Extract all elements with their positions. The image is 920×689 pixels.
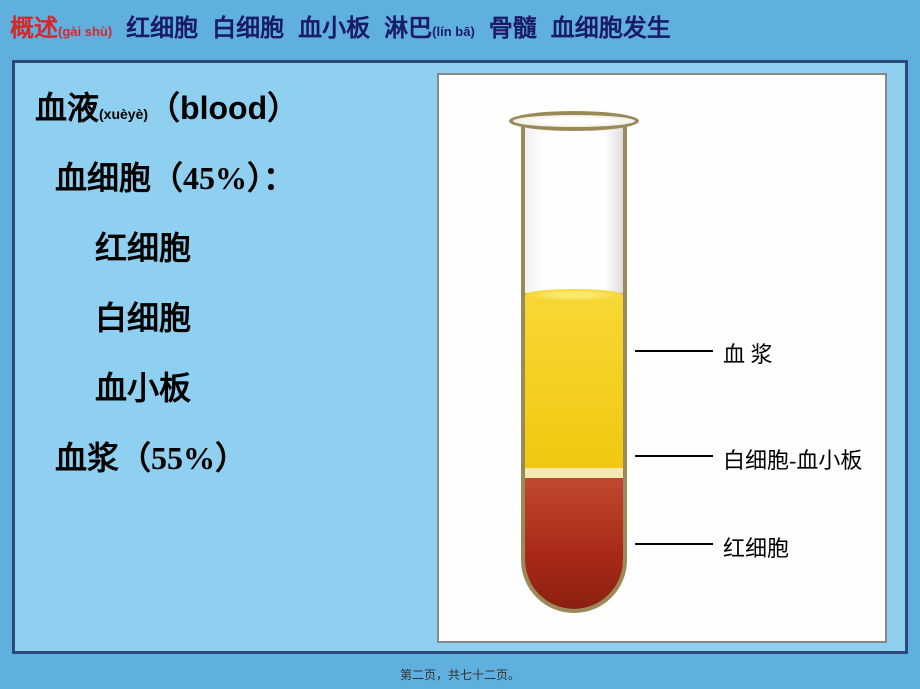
rbc-line: 红细胞 — [35, 223, 425, 269]
tube-lip — [509, 111, 639, 131]
title-pinyin: (xuèyè) — [99, 106, 148, 122]
plt-line: 血小板 — [35, 363, 425, 409]
page-footer: 第二页，共七十二页。 — [0, 666, 920, 683]
nav-hematopoiesis[interactable]: 血细胞发生 — [551, 8, 671, 43]
label-buffy: 白细胞-血小板 — [723, 443, 862, 475]
top-nav: 概述(gài shù) 红细胞 白细胞 血小板 淋巴(lín bā) 骨髓 血细… — [0, 0, 920, 55]
nav-marrow[interactable]: 骨髓 — [489, 8, 537, 43]
nav-platelet[interactable]: 血小板 — [298, 8, 370, 43]
nav-rbc[interactable]: 红细胞 — [126, 8, 198, 43]
plasma-pct-line: 血浆（55%） — [35, 433, 425, 479]
test-tube-figure: 血 浆 白细胞-血小板 红细胞 — [437, 73, 887, 643]
lead-buffy — [635, 455, 713, 457]
lead-plasma — [635, 350, 713, 352]
nav-wbc[interactable]: 白细胞 — [212, 8, 284, 43]
rbc-layer — [525, 478, 623, 609]
nav-overview[interactable]: 概述(gài shù) — [10, 8, 112, 43]
label-plasma: 血 浆 — [723, 337, 773, 369]
title-line: 血液(xuèyè)（blood） — [35, 83, 425, 129]
cells-pct-line: 血细胞（45%）： — [35, 153, 425, 199]
wbc-line: 白细胞 — [35, 293, 425, 339]
plasma-layer — [525, 293, 623, 468]
text-column: 血液(xuèyè)（blood） 血细胞（45%）： 红细胞 白细胞 血小板 血… — [35, 83, 425, 503]
title-cn: 血液 — [35, 90, 99, 126]
test-tube — [509, 93, 639, 613]
lead-rbc — [635, 543, 713, 545]
buffy-coat-layer — [525, 468, 623, 478]
tube-body — [521, 123, 627, 613]
nav-lymph[interactable]: 淋巴(lín bā) — [384, 8, 475, 43]
title-en: （blood） — [148, 90, 299, 126]
content-panel: 血液(xuèyè)（blood） 血细胞（45%）： 红细胞 白细胞 血小板 血… — [12, 60, 908, 654]
label-rbc: 红细胞 — [723, 531, 789, 563]
